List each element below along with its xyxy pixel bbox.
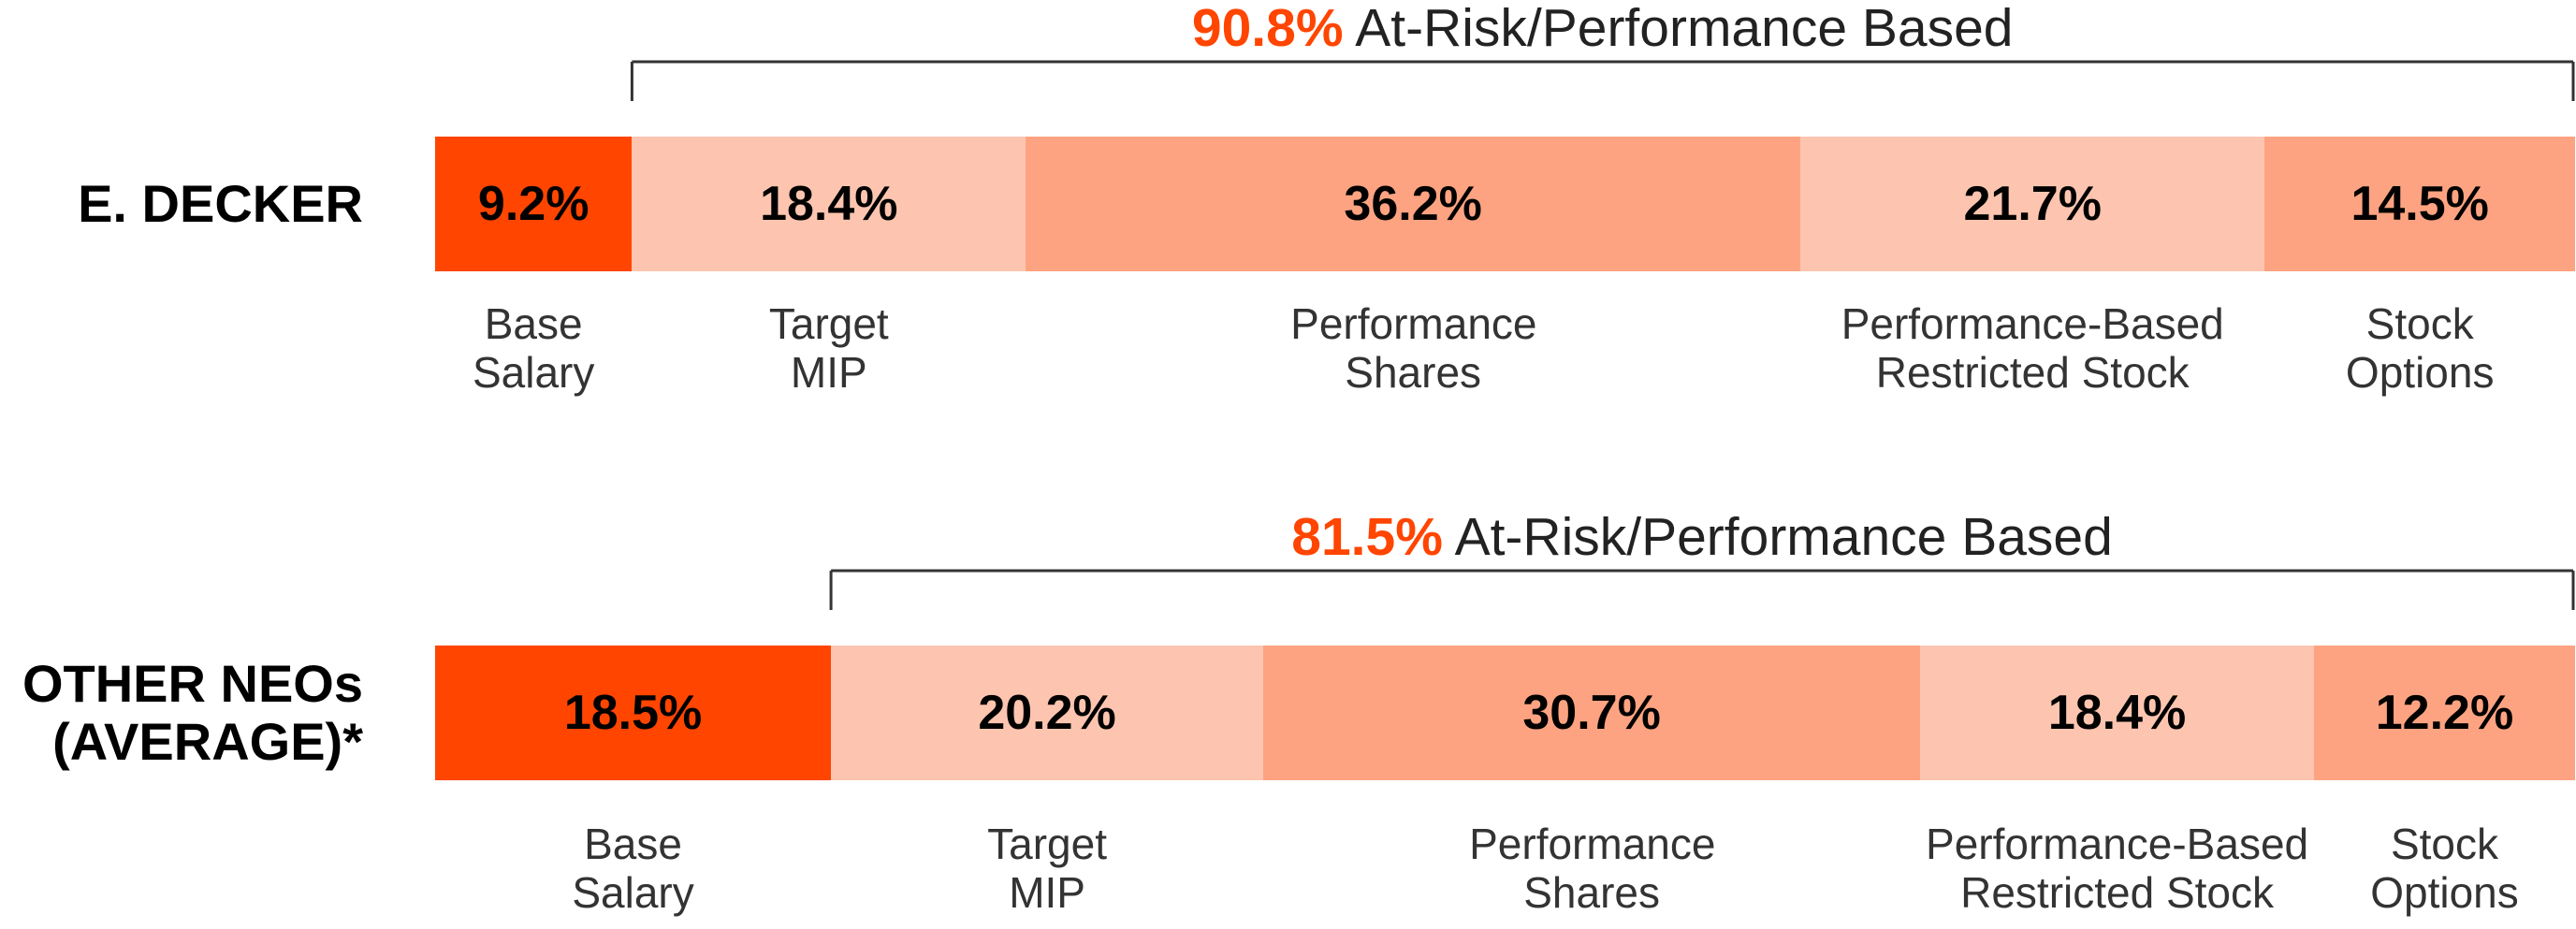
segment-label: Base Salary <box>472 299 595 397</box>
bar-segment: 21.7% <box>1800 137 2265 271</box>
category-label: E. DECKER <box>78 174 363 233</box>
value-label: 36.2% <box>1344 177 1482 231</box>
annotation: 81.5% At-Risk/Performance Based <box>1281 507 2124 567</box>
bar-segment: 18.4% <box>1920 646 2314 780</box>
value-label: 14.5% <box>2350 177 2489 231</box>
annotation-value: 81.5% <box>1291 507 1443 567</box>
value-label: 18.5% <box>563 686 703 740</box>
bar-segment: 20.2% <box>831 646 1264 780</box>
annotation: 90.8% At-Risk/Performance Based <box>1181 0 2024 58</box>
value-label: 18.4% <box>2047 686 2187 740</box>
segment-label: Target MIP <box>768 299 889 397</box>
segment-label: Performance-Based Restricted Stock <box>1926 820 2309 917</box>
annotation-text: At-Risk/Performance Based <box>1355 0 2014 58</box>
bar-segment: 18.5% <box>435 646 832 780</box>
bar-segment: 36.2% <box>1026 137 1801 271</box>
segment-label: Stock Options <box>2370 820 2519 917</box>
bar-segment: 30.7% <box>1263 646 1921 780</box>
bar-segment: 9.2% <box>435 137 633 271</box>
annotation-text: At-Risk/Performance Based <box>1454 507 2113 567</box>
segment-label: Base Salary <box>572 820 694 917</box>
segment-label: Performance-Based Restricted Stock <box>1841 299 2224 397</box>
category-label: OTHER NEOs (AVERAGE)* <box>22 654 363 771</box>
bar-segment: 18.4% <box>632 137 1026 271</box>
annotation-value: 90.8% <box>1191 0 1344 58</box>
segment-label: Stock Options <box>2345 299 2495 397</box>
bar-segment: 12.2% <box>2313 646 2575 780</box>
bar-segment: 14.5% <box>2264 137 2575 271</box>
value-label: 20.2% <box>978 686 1116 740</box>
value-label: 21.7% <box>1963 177 2102 231</box>
value-label: 12.2% <box>2375 686 2514 740</box>
value-label: 30.7% <box>1522 686 1661 740</box>
segment-label: Performance Shares <box>1469 820 1716 917</box>
segment-label: Performance Shares <box>1290 299 1537 397</box>
value-label: 9.2% <box>477 177 589 231</box>
segment-label: Target MIP <box>987 820 1107 917</box>
value-label: 18.4% <box>760 177 898 231</box>
